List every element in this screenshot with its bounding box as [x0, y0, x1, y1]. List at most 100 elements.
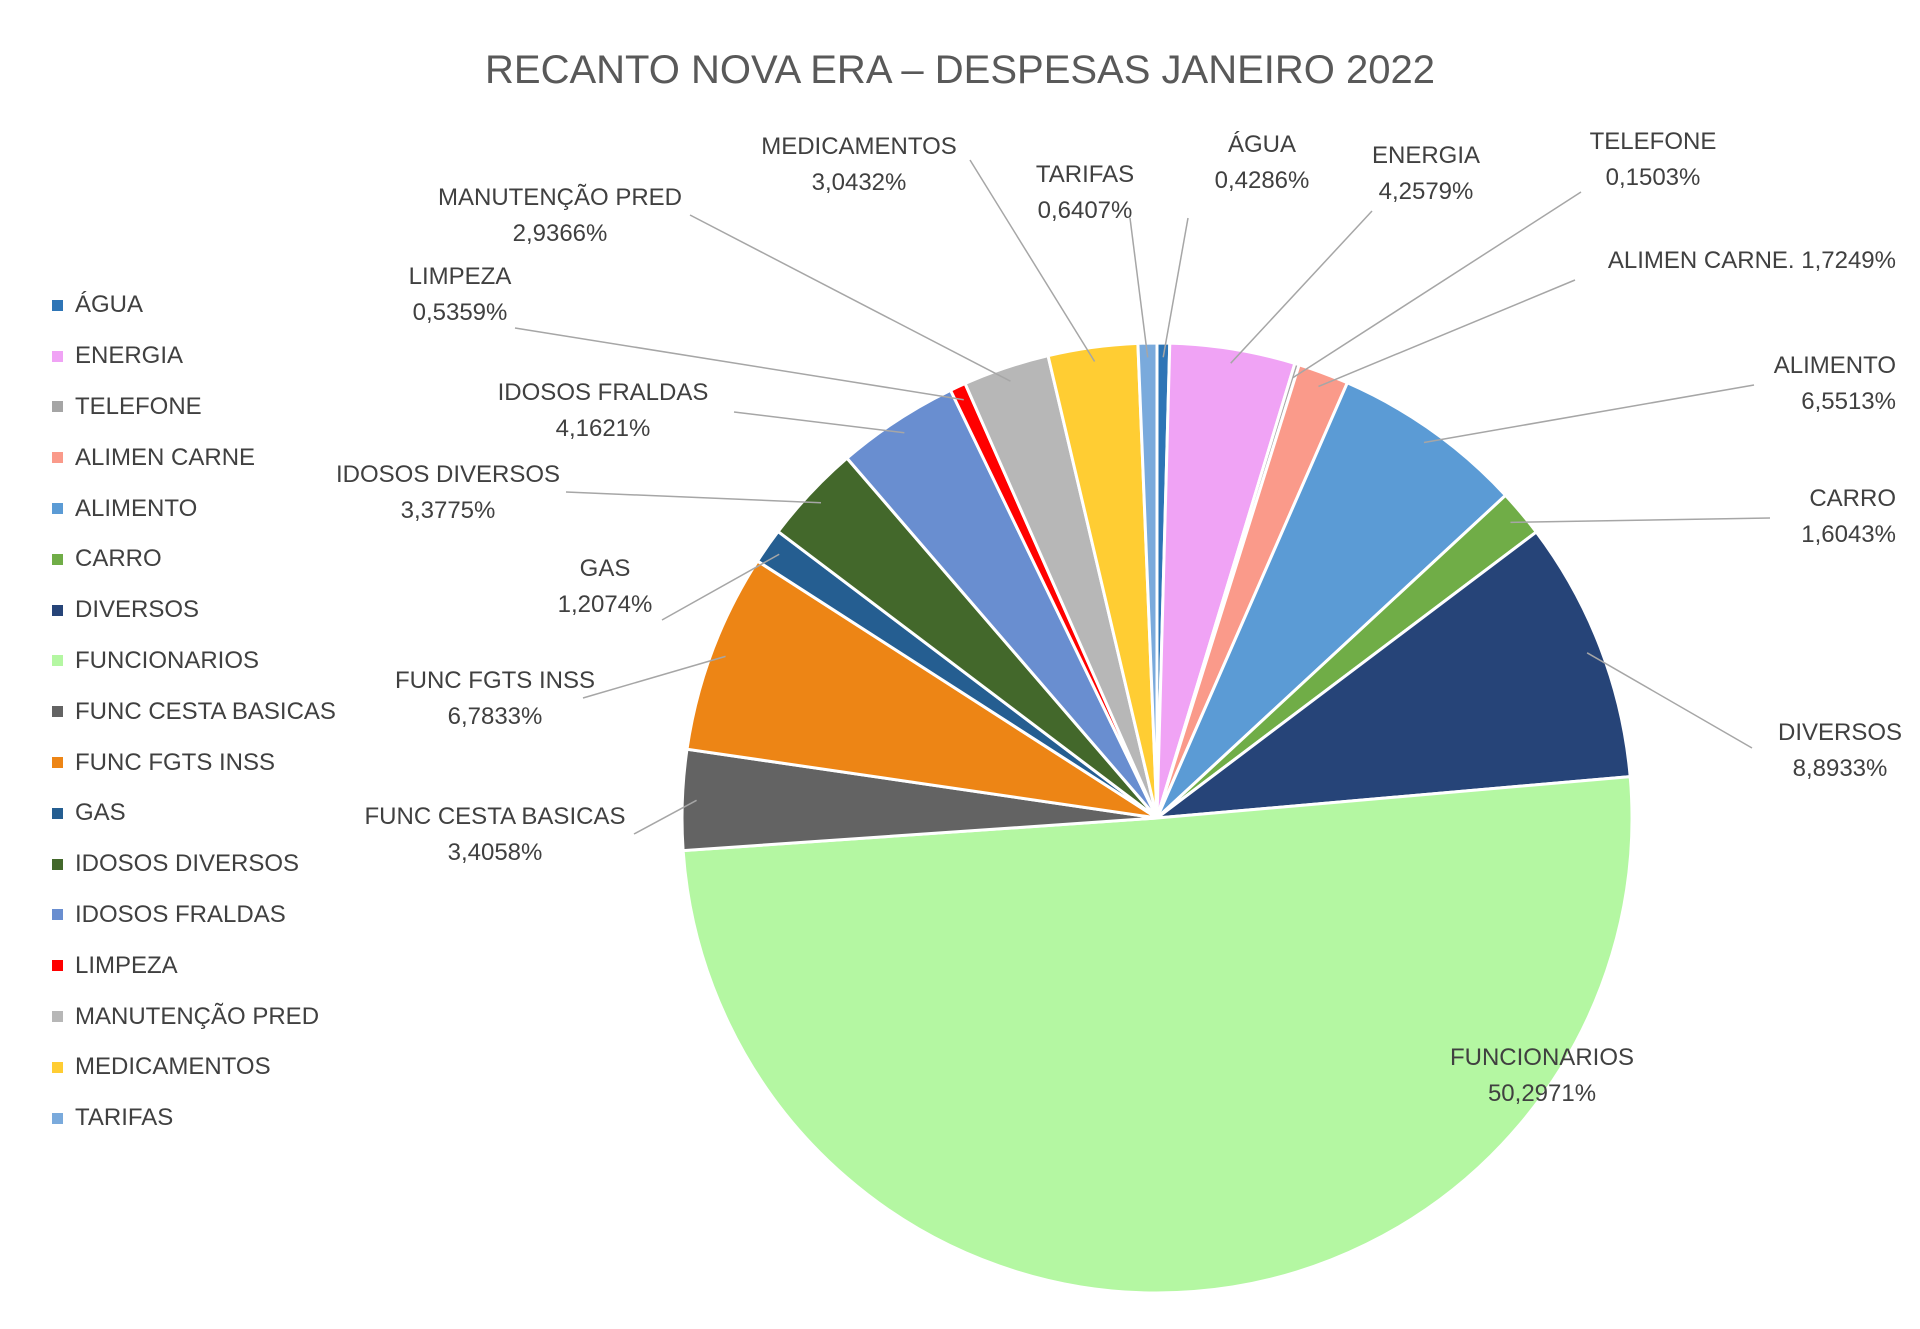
legend-label: MEDICAMENTOS — [75, 1053, 271, 1081]
slice-tarifas — [1136, 341, 1159, 819]
data-label-func-fgts-inss: FUNC FGTS INSS 6,7833% — [395, 667, 595, 730]
legend-label: TELEFONE — [75, 392, 202, 420]
legend-label: IDOSOS FRALDAS — [75, 900, 286, 928]
legend-label: GAS — [75, 799, 126, 827]
legend-swatch — [52, 807, 63, 819]
legend-item-agua: ÁGUA — [52, 280, 336, 331]
data-label-manutencao-pred: MANUTENÇÃO PRED 2,9366% — [438, 184, 682, 247]
legend-label: CARRO — [75, 545, 162, 573]
slice-alimento — [1155, 380, 1508, 820]
data-label-value: 0,4286% — [1215, 167, 1310, 194]
data-label-medicamentos: MEDICAMENTOS 3,0432% — [761, 133, 957, 196]
legend-swatch — [52, 706, 63, 718]
data-label-value: 1,2074% — [558, 591, 653, 618]
legend-item-diversos: DIVERSOS — [52, 585, 336, 636]
data-label-category: MEDICAMENTOS — [761, 133, 957, 160]
data-label-value: 0,1503% — [1606, 164, 1701, 191]
legend: ÁGUA ENERGIA TELEFONE ALIMEN CARNE ALIMENTO C… — [52, 280, 336, 1144]
data-label-category: IDOSOS FRALDAS — [498, 379, 709, 406]
legend-swatch — [52, 909, 63, 921]
legend-item-telefone: TELEFONE — [52, 382, 336, 433]
data-label-category: TELEFONE — [1590, 128, 1717, 155]
legend-swatch — [52, 655, 63, 667]
data-label-category: ÁGUA — [1228, 131, 1296, 158]
pie-slices — [680, 341, 1634, 1295]
legend-swatch — [52, 503, 63, 515]
legend-item-tarifas: TARIFAS — [52, 1093, 336, 1144]
leader-lines — [514, 159, 1771, 835]
leader-line-energia — [1230, 210, 1373, 364]
legend-item-medicamentos: MEDICAMENTOS — [52, 1042, 336, 1093]
data-label-limpeza: LIMPEZA 0,5359% — [409, 263, 512, 326]
legend-item-alimen-carne: ALIMEN CARNE — [52, 432, 336, 483]
legend-swatch — [52, 757, 63, 769]
data-label-tarifas: TARIFAS 0,6407% — [1036, 161, 1134, 224]
data-label-alimen-carne: ALIMEN CARNE. 1,7249% — [1608, 247, 1896, 274]
legend-swatch — [52, 1011, 63, 1023]
data-label-category: FUNCIONARIOS — [1450, 1044, 1634, 1071]
legend-label: ENERGIA — [75, 342, 184, 370]
leader-line-manutencao-pred — [689, 214, 1011, 382]
legend-label: FUNC CESTA BASICAS — [75, 697, 336, 725]
legend-swatch — [52, 960, 63, 972]
data-label-category: FUNC FGTS INSS — [395, 667, 595, 694]
leader-line-idosos-diversos — [565, 491, 822, 504]
legend-swatch — [52, 350, 63, 362]
leader-line-func-cesta-basicas — [633, 799, 697, 835]
legend-swatch — [52, 1061, 63, 1073]
leader-line-gas — [661, 553, 780, 621]
legend-label: LIMPEZA — [75, 951, 178, 979]
leader-line-agua — [1162, 217, 1189, 358]
leader-line-telefone — [1292, 191, 1582, 379]
data-label-category: MANUTENÇÃO PRED — [438, 184, 682, 211]
legend-label: FUNCIONARIOS — [75, 646, 260, 674]
leader-line-idosos-fraldas — [733, 411, 905, 434]
leader-line-alimento — [1423, 384, 1755, 444]
data-label-category: DIVERSOS — [1778, 719, 1902, 746]
data-label-category: ENERGIA — [1372, 142, 1480, 169]
leader-line-alimen-carne — [1318, 279, 1576, 388]
legend-item-manutencao-pred: MANUTENÇÃO PRED — [52, 991, 336, 1042]
data-label-category: LIMPEZA — [409, 263, 512, 290]
leader-line-carro — [1510, 517, 1771, 524]
data-label-value: 3,0432% — [812, 169, 907, 196]
data-label-value: 8,8933% — [1793, 755, 1888, 782]
legend-swatch — [52, 401, 63, 413]
legend-swatch — [52, 299, 63, 311]
legend-item-funcionarios: FUNCIONARIOS — [52, 636, 336, 687]
data-label-value: 2,9366% — [513, 220, 608, 247]
data-label-idosos-diversos: IDOSOS DIVERSOS 3,3775% — [336, 461, 560, 524]
legend-swatch — [52, 604, 63, 616]
legend-item-limpeza: LIMPEZA — [52, 940, 336, 991]
legend-label: IDOSOS DIVERSOS — [75, 850, 300, 878]
legend-label: DIVERSOS — [75, 596, 200, 624]
slice-funcionarios — [681, 774, 1634, 1295]
legend-label: TARIFAS — [75, 1104, 174, 1132]
legend-label: ALIMENTO — [75, 494, 198, 522]
legend-label: ÁGUA — [75, 291, 144, 319]
data-label-value: 0,5359% — [413, 299, 508, 326]
data-label-value: 4,2579% — [1379, 178, 1474, 205]
legend-item-energia: ENERGIA — [52, 331, 336, 382]
legend-item-func-cesta-basicas: FUNC CESTA BASICAS — [52, 686, 336, 737]
chart-title: RECANTO NOVA ERA – DESPESAS JANEIRO 2022 — [485, 48, 1435, 92]
legend-item-idosos-fraldas: IDOSOS FRALDAS — [52, 890, 336, 941]
leader-line-diversos — [1586, 652, 1753, 749]
legend-item-gas: GAS — [52, 788, 336, 839]
leader-line-medicamentos — [969, 159, 1096, 362]
data-label-value: 50,2971% — [1488, 1080, 1596, 1107]
legend-swatch — [52, 452, 63, 464]
data-label-category: IDOSOS DIVERSOS — [336, 461, 560, 488]
data-label-idosos-fraldas: IDOSOS FRALDAS 4,1621% — [498, 379, 709, 442]
data-label-category: ALIMEN CARNE. — [1608, 247, 1801, 274]
data-label-category: GAS — [580, 555, 631, 582]
data-label-alimento: ALIMENTO 6,5513% — [1774, 352, 1896, 415]
data-label-telefone: TELEFONE 0,1503% — [1590, 128, 1717, 191]
leader-line-tarifas — [1129, 217, 1149, 358]
data-label-category: FUNC CESTA BASICAS — [365, 803, 626, 830]
legend-item-idosos-diversos: IDOSOS DIVERSOS — [52, 839, 336, 890]
data-label-value: 1,7249% — [1801, 247, 1896, 274]
legend-item-carro: CARRO — [52, 534, 336, 585]
data-label-value: 3,4058% — [448, 839, 543, 866]
